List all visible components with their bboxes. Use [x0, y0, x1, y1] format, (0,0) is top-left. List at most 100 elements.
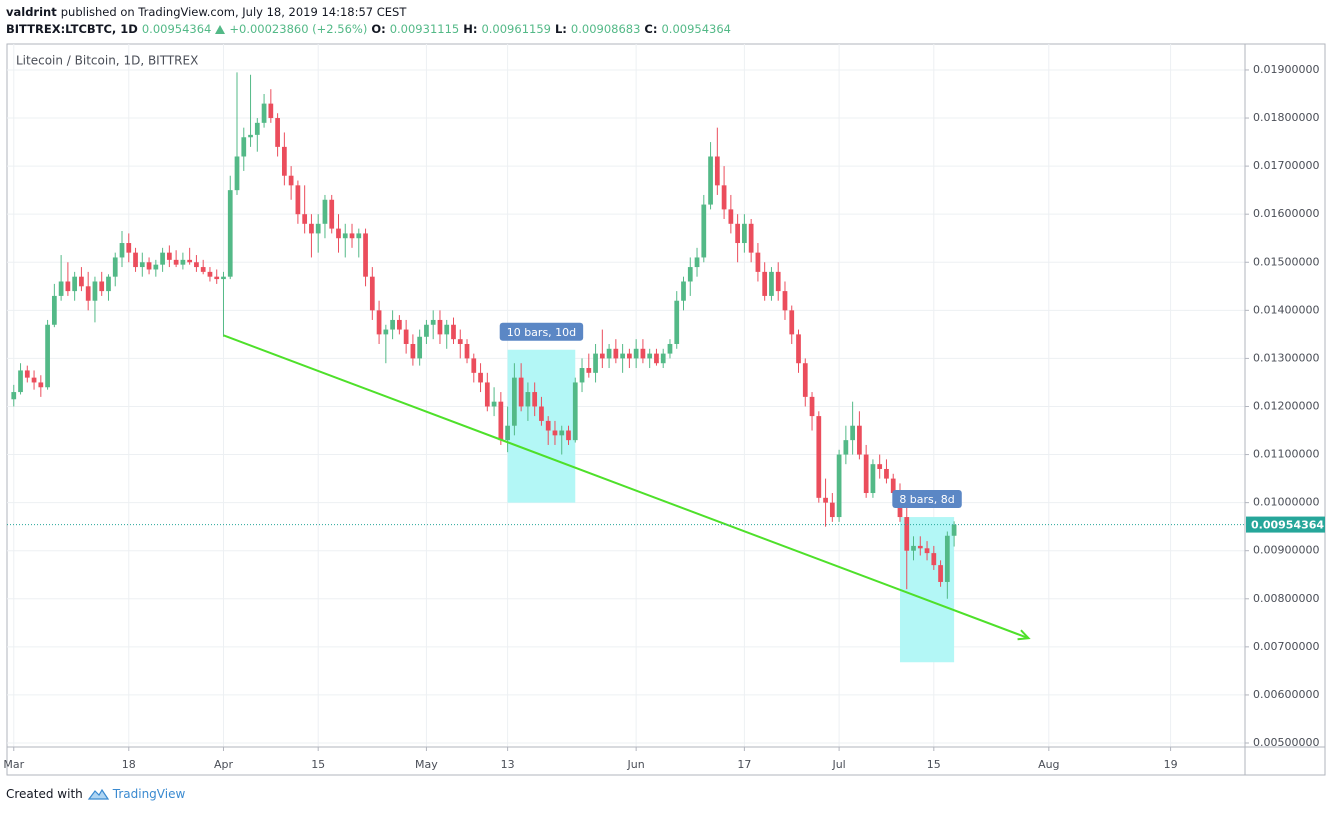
candle-body — [11, 392, 17, 400]
y-tick-label: 0.00500000 — [1253, 736, 1319, 749]
candle-body — [221, 276, 226, 280]
candle-body — [18, 370, 23, 393]
candle-body — [870, 464, 876, 494]
candle-body — [180, 259, 186, 265]
candle-body — [654, 353, 659, 364]
range-label: 10 bars, 10d — [507, 326, 576, 339]
y-tick-label: 0.00600000 — [1253, 688, 1319, 701]
chart-title: Litecoin / Bitcoin, 1D, BITTREX — [16, 54, 198, 68]
candle-body — [802, 363, 808, 397]
candle-body — [775, 271, 781, 292]
range-label: 8 bars, 8d — [899, 493, 954, 506]
candle-body — [633, 348, 639, 359]
candle-body — [173, 259, 179, 265]
candle-body — [748, 223, 754, 253]
candle-body — [207, 271, 213, 277]
last-price-label: 0.00954364 — [1251, 519, 1324, 532]
candle-body — [640, 348, 646, 359]
range-box — [507, 349, 576, 503]
candle-body — [762, 271, 768, 296]
candle-body — [884, 468, 889, 479]
candle-body — [437, 319, 443, 335]
y-tick-label: 0.00800000 — [1253, 592, 1319, 605]
x-tick-label: Apr — [214, 758, 234, 771]
candle-body — [227, 190, 233, 277]
candle-body — [342, 233, 348, 239]
candle-body — [166, 252, 172, 260]
candle-body — [660, 353, 666, 364]
candle-body — [599, 353, 605, 359]
candle-body — [498, 401, 504, 441]
candle-body — [336, 228, 341, 239]
chart-frame — [6, 43, 1326, 776]
publish-line: valdrint published on TradingView.com, J… — [6, 5, 406, 19]
candle-body — [72, 276, 78, 292]
last-price-bg — [1246, 516, 1325, 533]
symbol-line: BITTREX:LTCBTC, 1D 0.00954364 +0.0002386… — [6, 22, 731, 36]
candle-body — [275, 118, 280, 147]
candle-body — [843, 440, 849, 455]
candle-body — [924, 548, 930, 554]
candle-body — [478, 372, 483, 383]
candle-body — [850, 425, 855, 441]
candle-body — [755, 252, 761, 272]
candle-body — [24, 370, 30, 378]
ohlc-label: O: — [371, 22, 386, 36]
candle-body — [938, 565, 943, 582]
candle-body — [254, 122, 260, 135]
ohlc-value: 0.00931115 — [389, 22, 460, 36]
candle-body — [505, 425, 510, 441]
candle-body — [356, 233, 362, 239]
candle-body — [701, 204, 707, 258]
candle-body — [424, 324, 429, 337]
ohlc-label: C: — [644, 22, 658, 36]
candle-body — [187, 259, 193, 263]
candle-body — [99, 281, 105, 292]
axes: 0.00500000 0.00600000 0.00700000 0.00800000… — [3, 63, 1325, 771]
candle-body — [681, 281, 686, 301]
candle-body — [85, 286, 91, 301]
candle-body — [559, 430, 565, 436]
candle-body — [823, 497, 828, 503]
candle-body — [572, 382, 578, 441]
candle-body — [268, 103, 274, 119]
trend-arrow-head — [1017, 629, 1031, 641]
candle-body — [857, 425, 862, 455]
x-tick-label: 17 — [737, 758, 751, 771]
y-tick-label: 0.01000000 — [1253, 496, 1319, 509]
y-tick-label: 0.01400000 — [1253, 303, 1319, 316]
candle-body — [241, 137, 247, 157]
y-tick-label: 0.01200000 — [1253, 399, 1319, 412]
candle-body — [248, 134, 253, 138]
candle-body — [552, 430, 558, 436]
x-tick-label: 15 — [311, 758, 325, 771]
grid — [7, 44, 1245, 747]
candle-body — [126, 243, 132, 253]
up-arrow-icon — [215, 24, 226, 34]
candle-body — [674, 300, 680, 344]
author: valdrint — [6, 5, 57, 19]
candle-body — [430, 319, 436, 325]
candle-body — [816, 416, 822, 498]
candle-body — [383, 329, 389, 335]
candle-body — [133, 252, 138, 268]
candle-body — [694, 257, 700, 268]
candle-body — [288, 175, 294, 186]
candle-body — [153, 264, 159, 270]
candle-body — [742, 223, 747, 244]
candle-body — [79, 276, 84, 287]
candle-body — [708, 156, 713, 205]
ohlc-value: 0.00954364 — [661, 22, 731, 36]
candle-body — [484, 382, 490, 407]
candle-body — [315, 223, 321, 234]
candle-body — [606, 348, 612, 359]
candle-body — [769, 271, 774, 296]
candle-body — [627, 353, 632, 359]
candle-body — [525, 392, 531, 407]
candle-body — [112, 257, 118, 277]
x-tick-label: 19 — [1164, 758, 1178, 771]
candle-body — [139, 262, 145, 268]
candle-body — [796, 334, 801, 364]
ohlc-label: H: — [463, 22, 478, 36]
